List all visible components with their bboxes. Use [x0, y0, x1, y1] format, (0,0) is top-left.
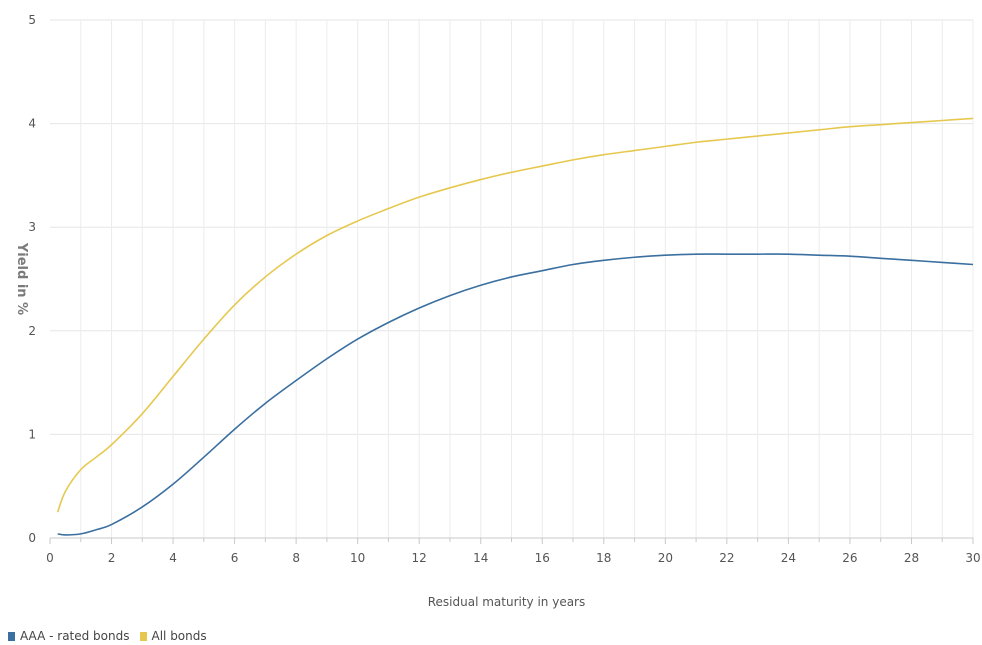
- grid-layer: [50, 19, 974, 538]
- x-tick-label: 6: [231, 551, 239, 565]
- x-tick-label: 0: [46, 551, 54, 565]
- y-tick-label: 1: [28, 427, 36, 441]
- legend-item-aaa-rated-bonds[interactable]: AAA - rated bonds: [8, 629, 130, 643]
- legend-label: AAA - rated bonds: [20, 629, 130, 643]
- y-tick-label: 3: [28, 220, 36, 234]
- x-tick-label: 12: [412, 551, 427, 565]
- y-tick-label: 2: [28, 324, 36, 338]
- x-axis-title: Residual maturity in years: [428, 595, 586, 609]
- legend-item-all-bonds[interactable]: All bonds: [139, 629, 207, 643]
- x-tick-label: 30: [965, 551, 980, 565]
- series-line-aaa-rated-bonds: [57, 253, 974, 536]
- x-tick-label: 10: [350, 551, 365, 565]
- y-axis-title: Yield in %: [14, 242, 29, 315]
- series-line-all-bonds: [56, 117, 974, 513]
- x-tick-label: 26: [842, 551, 857, 565]
- x-tick-label: 16: [535, 551, 550, 565]
- x-tick-label: 2: [108, 551, 116, 565]
- legend-swatch: [139, 631, 147, 641]
- x-tick-label: 4: [169, 551, 177, 565]
- legend: AAA - rated bonds All bonds: [8, 628, 217, 644]
- legend-swatch: [8, 631, 15, 641]
- x-tick-label: 28: [904, 551, 919, 565]
- axes-layer: [49, 537, 974, 544]
- y-tick-label: 5: [28, 13, 36, 27]
- x-tick-label: 20: [658, 551, 673, 565]
- y-tick-label: 0: [28, 531, 36, 545]
- x-tick-label: 18: [596, 551, 611, 565]
- x-tick-label: 24: [781, 551, 796, 565]
- series-layer: [56, 117, 974, 536]
- legend-label: All bonds: [151, 629, 207, 643]
- x-tick-label: 22: [719, 551, 734, 565]
- y-tick-label: 4: [28, 117, 36, 131]
- x-tick-label: 14: [473, 551, 488, 565]
- x-tick-label: 8: [292, 551, 300, 565]
